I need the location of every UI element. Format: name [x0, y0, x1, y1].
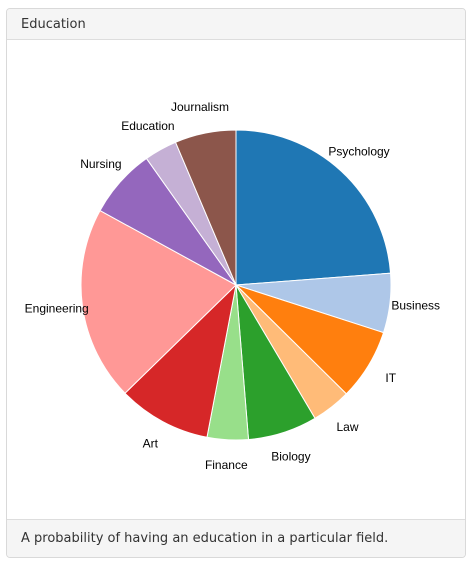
slice-label-education: Education [121, 119, 174, 133]
panel-title: Education [7, 9, 465, 40]
panel-footer: A probability of having an education in … [7, 519, 465, 557]
slice-label-business: Business [391, 298, 440, 312]
slice-label-it: IT [385, 371, 396, 385]
chart-area: Psychology Business IT Law Biology Finance Art… [7, 40, 465, 520]
chart-panel: Education Psychology Business IT Law Biology… [6, 8, 466, 558]
slice-label-art: Art [143, 437, 159, 451]
slice-label-psychology: Psychology [328, 144, 389, 158]
slice-label-biology: Biology [271, 450, 310, 464]
slice-label-journalism: Journalism [171, 100, 229, 114]
slice-label-law: Law [336, 420, 358, 434]
slice-label-engineering: Engineering [25, 302, 89, 316]
pie-chart: Psychology Business IT Law Biology Finance Art… [7, 40, 465, 520]
slice-label-nursing: Nursing [80, 157, 121, 171]
slice-label-finance: Finance [205, 458, 248, 472]
